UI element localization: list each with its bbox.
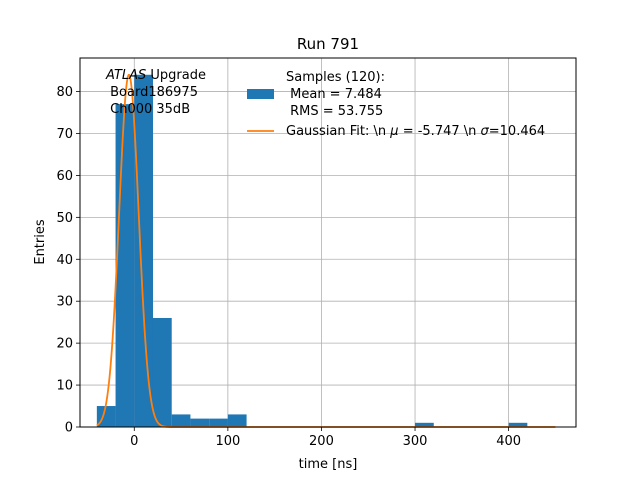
y-tick-label: 70 bbox=[56, 127, 73, 142]
histogram-bar bbox=[134, 74, 153, 427]
legend-fit-sigma-symbol: σ bbox=[481, 124, 490, 139]
x-tick-label: 100 bbox=[215, 434, 240, 449]
y-tick-label: 60 bbox=[56, 169, 73, 184]
legend-fit-mid: = -5.747 \n bbox=[399, 124, 481, 139]
histogram-bars bbox=[96, 74, 528, 427]
legend-samples-line-3: RMS = 53.755 bbox=[286, 104, 383, 119]
x-tick-label: 400 bbox=[496, 434, 521, 449]
histogram-bar bbox=[115, 104, 135, 427]
y-tick-label: 0 bbox=[65, 421, 73, 436]
legend-samples-line-2: Mean = 7.484 bbox=[286, 87, 382, 102]
legend: Samples (120): Mean = 7.484 RMS = 53.755… bbox=[247, 70, 545, 139]
annotation-line-1: ATLAS Upgrade bbox=[105, 68, 206, 83]
y-tick-label: 30 bbox=[56, 295, 73, 310]
chart-title: Run 791 bbox=[297, 35, 359, 53]
y-tick-label: 10 bbox=[56, 379, 73, 394]
histogram-bar bbox=[508, 422, 528, 427]
histogram-bar bbox=[227, 414, 247, 427]
legend-fit-prefix: Gaussian Fit: \n bbox=[286, 124, 390, 139]
histogram-bar bbox=[171, 414, 191, 427]
legend-fit-label: Gaussian Fit: \n μ = -5.747 \n σ=10.464 bbox=[286, 124, 545, 139]
legend-fit-suffix: =10.464 bbox=[489, 124, 545, 139]
histogram-bar bbox=[415, 422, 434, 427]
y-tick-label: 40 bbox=[56, 253, 73, 268]
y-tick-label: 80 bbox=[56, 85, 73, 100]
y-tick-label: 20 bbox=[56, 337, 73, 352]
histogram-bar bbox=[190, 418, 210, 427]
x-tick-label: 200 bbox=[309, 434, 334, 449]
plot-frame bbox=[79, 57, 577, 428]
y-axis-ticks: 0 10 20 30 40 50 60 70 80 bbox=[56, 85, 80, 436]
y-tick-label: 50 bbox=[56, 211, 73, 226]
legend-swatch-samples bbox=[247, 89, 274, 99]
annotation-line-2: Board186975 bbox=[106, 85, 198, 100]
legend-samples-line-1: Samples (120): bbox=[286, 70, 385, 85]
atlas-annotation: ATLAS Upgrade Board186975 Ch000 35dB bbox=[105, 68, 206, 117]
x-axis-ticks: 0 100 200 300 400 bbox=[130, 427, 521, 449]
legend-fit-mu-symbol: μ bbox=[389, 124, 398, 139]
x-axis-label: time [ns] bbox=[299, 457, 358, 472]
annotation-upgrade: Upgrade bbox=[146, 68, 206, 83]
annotation-line-3: Ch000 35dB bbox=[106, 102, 190, 117]
annotation-atlas-italic: ATLAS bbox=[105, 68, 146, 83]
x-tick-label: 0 bbox=[130, 434, 138, 449]
histogram-bar bbox=[152, 317, 172, 427]
histogram-bar bbox=[209, 418, 228, 427]
x-tick-label: 300 bbox=[403, 434, 428, 449]
y-axis-label: Entries bbox=[33, 219, 48, 265]
